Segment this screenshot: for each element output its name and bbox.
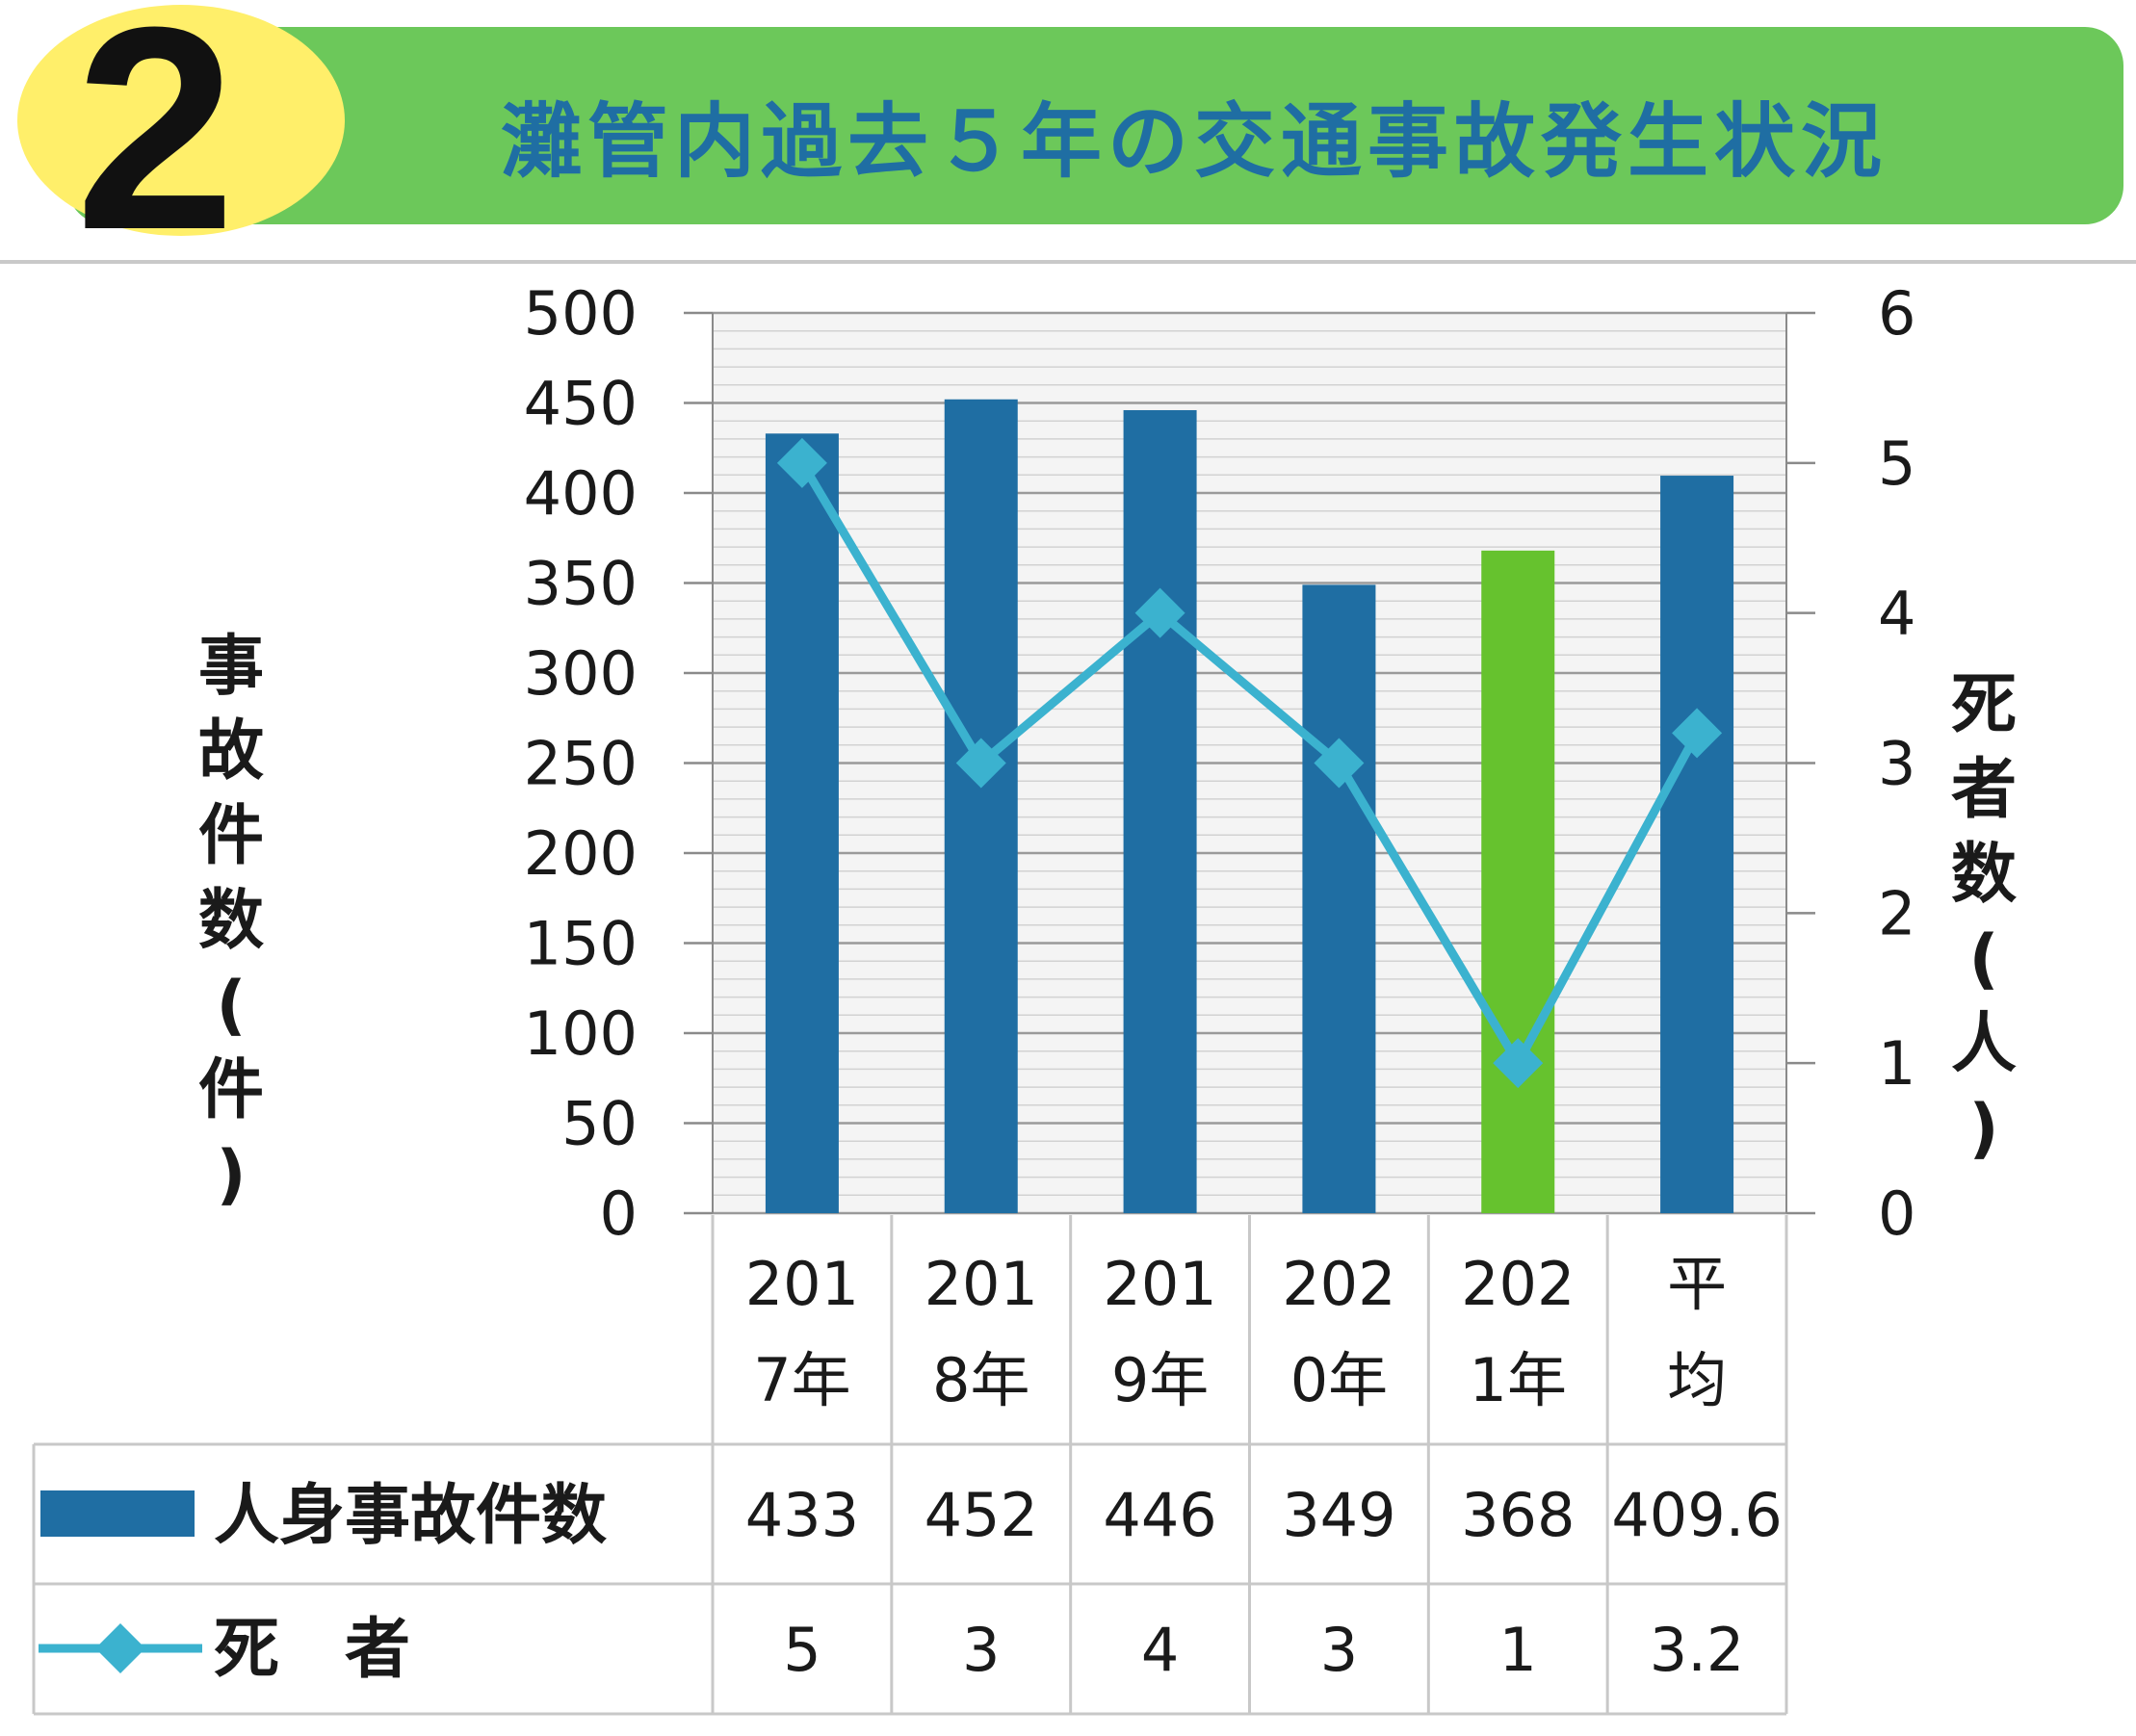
line-point [1314,738,1365,789]
y2-tick-label: 0 [1878,1179,1915,1249]
table-cell-deaths: 5 [783,1615,821,1685]
bar [1302,584,1376,1213]
y-axis-label-char: ( [216,968,246,1044]
y-tick-label: 100 [524,998,638,1069]
y2-axis-label-char: 数 [1951,837,2017,913]
line-series [776,437,1723,1089]
y2-tick-label: 2 [1878,878,1915,948]
y2-axis-label-char: ) [1968,1091,1998,1167]
table-cell-deaths: 3.2 [1650,1615,1745,1685]
y2-axis-label: 死者数 ( 人) [1951,667,2017,1167]
y-tick-label: 150 [524,909,638,979]
bar [944,399,1018,1213]
y-axis-label-char: 故 [198,713,264,790]
section-number: 2 [75,0,236,290]
legend-line-label: 死 者 [214,1612,410,1688]
y2-tick-label: 5 [1878,428,1915,499]
line-point [955,738,1006,789]
category-label: 9年 [1111,1345,1209,1415]
divider [0,260,2136,264]
y2-tick-label: 6 [1878,278,1915,349]
y2-tick-label: 1 [1878,1028,1915,1099]
bar-series [765,399,1734,1214]
y2-tick-label: 4 [1878,579,1915,649]
line-point [1493,1038,1544,1089]
y-tick-label: 400 [524,458,638,529]
table-cell-accidents: 349 [1282,1480,1395,1550]
table-cell-accidents: 452 [925,1480,1038,1550]
table-cell-deaths: 4 [1141,1615,1179,1685]
deaths-line [798,460,1702,1068]
legend-line-marker [95,1623,145,1673]
y-axis-label: 事故件数(件) [198,629,264,1213]
y-axis-label-char: 事 [198,629,264,705]
gridlines [712,311,1787,1215]
category-label: 8年 [932,1345,1029,1415]
y-tick-label: 250 [524,729,638,799]
category-label: 202 [1461,1249,1575,1319]
category-label: 1年 [1470,1345,1567,1415]
category-label: 7年 [753,1345,850,1415]
y-tick-label: 0 [600,1179,638,1249]
chart-title: 灘管内過去５年の交通事故発生状況 [501,94,1889,189]
line-point [776,437,827,488]
y2-axis-label-char: 人 [1951,1006,2017,1082]
category-label: 201 [745,1249,859,1319]
y-tick-label: 300 [524,638,638,709]
bar [765,433,839,1213]
bar [1481,550,1555,1213]
y2-axis-label-char: ( [1968,921,1998,998]
category-label: 201 [925,1249,1038,1319]
y-axis-label-char: ) [216,1137,246,1213]
y-axis-label-char: 数 [198,883,264,959]
bar [1660,476,1734,1214]
category-label: 均 [1667,1345,1727,1415]
y2-axis-ticks: 0 1 2 3 4 5 6 [1786,278,1915,1249]
y-tick-label: 500 [524,278,638,349]
category-label: 201 [1103,1249,1216,1319]
y-axis-label-char: 件 [198,1052,264,1128]
table-cell-deaths: 3 [962,1615,1000,1685]
table-cell-accidents: 446 [1103,1480,1216,1550]
category-label: 平 [1667,1249,1727,1319]
table-cell-accidents: 368 [1461,1480,1575,1550]
category-label: 0年 [1290,1345,1388,1415]
y-tick-label: 350 [524,549,638,619]
y2-axis-label-char: 者 [1951,752,2017,828]
y-tick-label: 50 [561,1089,638,1159]
table-cell-accidents: 409.6 [1611,1480,1783,1550]
bar [1123,409,1197,1214]
y-tick-label: 200 [524,818,638,889]
y2-tick-label: 3 [1878,729,1915,799]
y2-axis-label-char: 死 [1951,667,2017,743]
y-axis-label-char: 件 [198,798,264,874]
category-label: 202 [1282,1249,1395,1319]
y-tick-label: 450 [524,369,638,439]
y-axis-ticks: 0 50 100 150 200 250 300 350 400 450 500 [524,278,713,1249]
table-cell-accidents: 433 [745,1480,859,1550]
table-cell-deaths: 1 [1499,1615,1537,1685]
line-point [1672,708,1723,759]
title-banner [67,27,2123,224]
legend-bar-label: 人身事故件数 [214,1478,607,1554]
number-badge: 2 [17,0,345,272]
legend-bar-swatch [40,1490,195,1537]
table-cell-deaths: 3 [1320,1615,1358,1685]
line-point [1134,587,1185,638]
